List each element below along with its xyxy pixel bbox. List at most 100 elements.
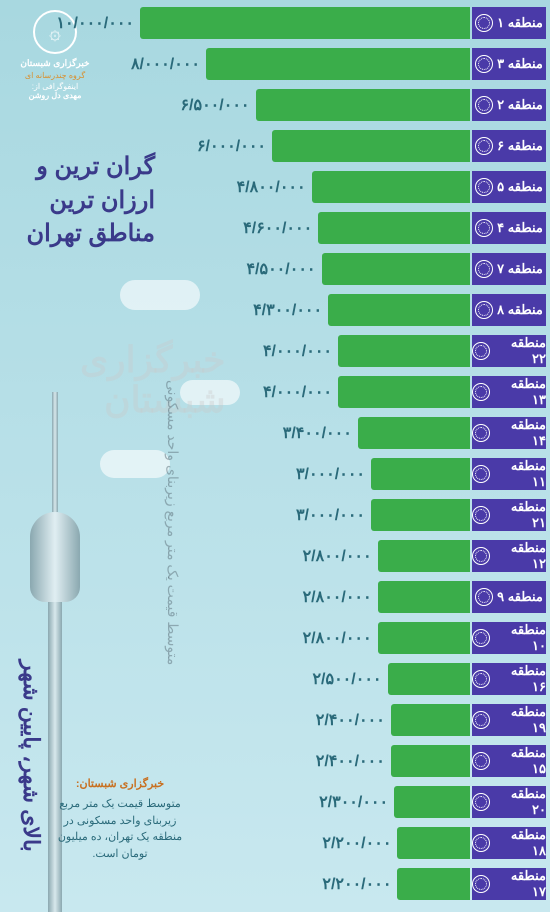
bar-fill xyxy=(378,581,470,613)
bar-label: منطقه ۷ xyxy=(472,253,546,285)
bar-value: ۲/۸۰۰/۰۰۰ xyxy=(303,581,372,613)
municipality-icon xyxy=(472,752,490,770)
bar-value: ۳/۰۰۰/۰۰۰ xyxy=(296,499,365,531)
bar-fill xyxy=(371,499,470,531)
bar-label: منطقه ۱ xyxy=(472,7,546,39)
bar-label: منطقه ۹ xyxy=(472,581,546,613)
bar-label: منطقه ۱۸ xyxy=(472,827,546,859)
bar-fill xyxy=(378,540,470,572)
bar-label: منطقه ۱۶ xyxy=(472,663,546,695)
bar-row: منطقه ۲۶/۵۰۰/۰۰۰ xyxy=(10,87,550,123)
bar-label: منطقه ۶ xyxy=(472,130,546,162)
municipality-icon xyxy=(475,14,493,32)
bar-label: منطقه ۴ xyxy=(472,212,546,244)
bar-fill xyxy=(328,294,470,326)
bar-value: ۲/۲۰۰/۰۰۰ xyxy=(322,827,391,859)
bar-label: منطقه ۳ xyxy=(472,48,546,80)
bar-value: ۳/۴۰۰/۰۰۰ xyxy=(283,417,352,449)
bar-fill xyxy=(322,253,471,285)
municipality-icon xyxy=(472,547,490,565)
bar-row: منطقه ۱۹ ۲/۴۰۰/۰۰۰ xyxy=(10,702,550,738)
bar-row: منطقه ۱۰ ۲/۸۰۰/۰۰۰ xyxy=(10,620,550,656)
bar-row: منطقه ۱ ۱۰/۰۰۰/۰۰۰ xyxy=(10,5,550,41)
municipality-icon xyxy=(475,301,493,319)
bar-row: منطقه ۱۱ ۳/۰۰۰/۰۰۰ xyxy=(10,456,550,492)
bar-fill xyxy=(391,704,470,736)
bar-value: ۲/۴۰۰/۰۰۰ xyxy=(316,745,385,777)
municipality-icon xyxy=(472,875,490,893)
bar-label: منطقه ۱۹ xyxy=(472,704,546,736)
bar-fill xyxy=(318,212,470,244)
bar-value: ۶/۰۰۰/۰۰۰ xyxy=(197,130,266,162)
bar-label: منطقه ۵ xyxy=(472,171,546,203)
bar-fill xyxy=(312,171,470,203)
bar-row: منطقه ۱۳ ۴/۰۰۰/۰۰۰ xyxy=(10,374,550,410)
bar-chart: منطقه ۱ ۱۰/۰۰۰/۰۰۰ منطقه ۳ ۸/۰۰۰/۰۰۰ منطقه ۲… xyxy=(10,5,550,907)
bar-fill xyxy=(206,48,470,80)
bar-label: منطقه ۱۰ xyxy=(472,622,546,654)
bar-row: منطقه ۱۶ ۲/۵۰۰/۰۰۰ xyxy=(10,661,550,697)
bar-fill xyxy=(338,335,470,367)
bar-value: ۴/۰۰۰/۰۰۰ xyxy=(263,376,332,408)
bar-value: ۱۰/۰۰۰/۰۰۰ xyxy=(56,7,134,39)
bar-fill xyxy=(388,663,471,695)
municipality-icon xyxy=(472,424,490,442)
bar-label: منطقه ۱۲ xyxy=(472,540,546,572)
bar-value: ۲/۸۰۰/۰۰۰ xyxy=(303,540,372,572)
municipality-icon xyxy=(475,260,493,278)
bar-value: ۲/۴۰۰/۰۰۰ xyxy=(316,704,385,736)
bar-label: منطقه ۲۲ xyxy=(472,335,546,367)
bar-label: منطقه ۱۷ xyxy=(472,868,546,900)
bar-fill xyxy=(256,89,471,121)
bar-row: منطقه ۳ ۸/۰۰۰/۰۰۰ xyxy=(10,46,550,82)
bar-row: منطقه ۱۴ ۳/۴۰۰/۰۰۰ xyxy=(10,415,550,451)
bar-label: منطقه ۱۴ xyxy=(472,417,546,449)
municipality-icon xyxy=(472,465,490,483)
bar-value: ۴/۶۰۰/۰۰۰ xyxy=(243,212,312,244)
bar-row: منطقه ۸ ۴/۳۰۰/۰۰۰ xyxy=(10,292,550,328)
municipality-icon xyxy=(475,55,493,73)
bar-label: منطقه ۲۱ xyxy=(472,499,546,531)
bar-row: منطقه ۱۵ ۲/۴۰۰/۰۰۰ xyxy=(10,743,550,779)
bar-label: منطقه ۲ xyxy=(472,89,546,121)
municipality-icon xyxy=(472,670,490,688)
bar-row: منطقه ۱۲ ۲/۸۰۰/۰۰۰ xyxy=(10,538,550,574)
bar-label: منطقه ۱۵ xyxy=(472,745,546,777)
municipality-icon xyxy=(475,588,493,606)
municipality-icon xyxy=(472,383,490,401)
bar-row: منطقه ۴ ۴/۶۰۰/۰۰۰ xyxy=(10,210,550,246)
bar-value: ۲/۳۰۰/۰۰۰ xyxy=(319,786,388,818)
municipality-icon xyxy=(472,629,490,647)
bar-value: ۳/۰۰۰/۰۰۰ xyxy=(296,458,365,490)
bar-fill xyxy=(371,458,470,490)
municipality-icon xyxy=(472,793,490,811)
bar-row: منطقه ۱۷ ۲/۲۰۰/۰۰۰ xyxy=(10,866,550,902)
bar-row: منطقه ۲۲۴/۰۰۰/۰۰۰ xyxy=(10,333,550,369)
bar-row: منطقه ۵ ۴/۸۰۰/۰۰۰ xyxy=(10,169,550,205)
bar-fill xyxy=(397,868,470,900)
bar-value: ۲/۵۰۰/۰۰۰ xyxy=(312,663,381,695)
bar-label: منطقه ۲۰ xyxy=(472,786,546,818)
bar-value: ۲/۸۰۰/۰۰۰ xyxy=(303,622,372,654)
bar-label: منطقه ۱۱ xyxy=(472,458,546,490)
bar-fill xyxy=(140,7,470,39)
municipality-icon xyxy=(472,834,490,852)
bar-value: ۴/۳۰۰/۰۰۰ xyxy=(253,294,322,326)
bar-fill xyxy=(338,376,470,408)
municipality-icon xyxy=(472,711,490,729)
bar-row: منطقه ۶ ۶/۰۰۰/۰۰۰ xyxy=(10,128,550,164)
bar-fill xyxy=(394,786,470,818)
bar-value: ۴/۸۰۰/۰۰۰ xyxy=(237,171,306,203)
bar-fill xyxy=(378,622,470,654)
bar-label: منطقه ۱۳ xyxy=(472,376,546,408)
bar-row: منطقه ۹ ۲/۸۰۰/۰۰۰ xyxy=(10,579,550,615)
bar-row: منطقه ۲۰ ۲/۳۰۰/۰۰۰ xyxy=(10,784,550,820)
bar-label: منطقه ۸ xyxy=(472,294,546,326)
bar-value: ۸/۰۰۰/۰۰۰ xyxy=(131,48,200,80)
bar-value: ۲/۲۰۰/۰۰۰ xyxy=(322,868,391,900)
municipality-icon xyxy=(472,506,490,524)
municipality-icon xyxy=(475,96,493,114)
bar-row: منطقه ۷۴/۵۰۰/۰۰۰ xyxy=(10,251,550,287)
municipality-icon xyxy=(475,178,493,196)
bar-row: منطقه ۱۸ ۲/۲۰۰/۰۰۰ xyxy=(10,825,550,861)
